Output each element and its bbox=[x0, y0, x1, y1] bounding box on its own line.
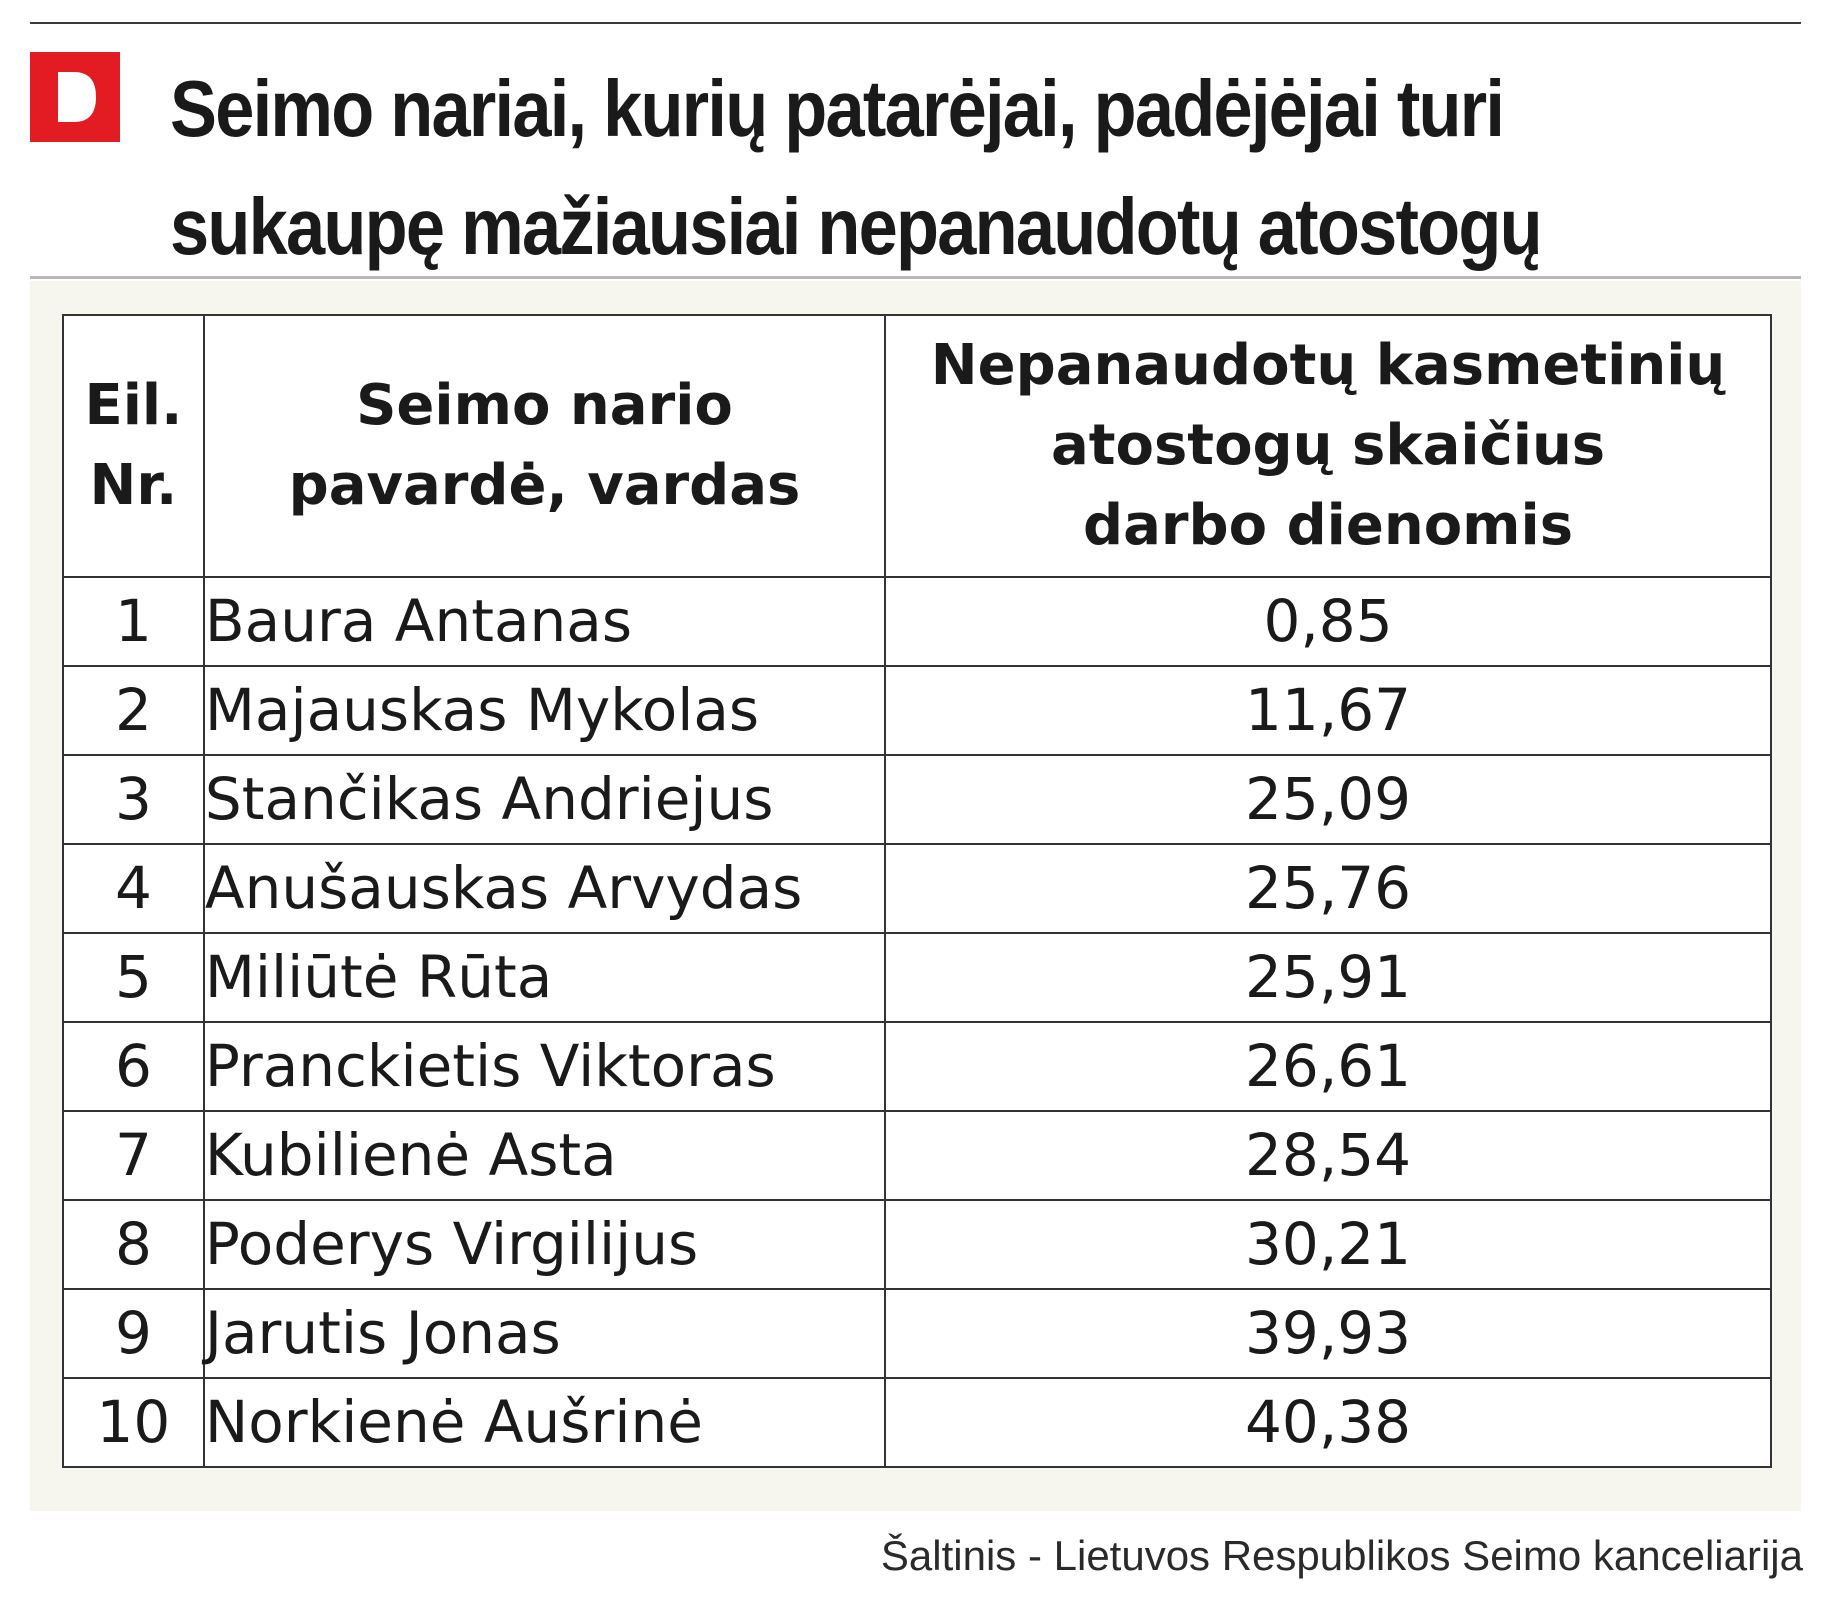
row-number: 1 bbox=[62, 576, 205, 667]
row-number: 8 bbox=[62, 1199, 205, 1290]
table-header-row: Eil. Nr. Seimo nario pavardė, vardas Nep… bbox=[62, 314, 1772, 578]
member-name: Baura Antanas bbox=[202, 576, 887, 667]
leave-days-value: 25,76 bbox=[884, 843, 1772, 934]
row-number: 7 bbox=[62, 1110, 205, 1201]
row-number: 6 bbox=[62, 1021, 205, 1112]
table-row: 2 Majauskas Mykolas 11,67 bbox=[62, 665, 1772, 756]
column-header-value: Nepanaudotų kasmetinių atostogų skaičius… bbox=[884, 314, 1772, 578]
member-name: Jarutis Jonas bbox=[202, 1288, 887, 1379]
row-number: 4 bbox=[62, 843, 205, 934]
row-number: 2 bbox=[62, 665, 205, 756]
member-name: Pranckietis Viktoras bbox=[202, 1021, 887, 1112]
table-row: 1 Baura Antanas 0,85 bbox=[62, 576, 1772, 667]
member-name: Stančikas Andriejus bbox=[202, 754, 887, 845]
leave-days-value: 28,54 bbox=[884, 1110, 1772, 1201]
brand-logo-icon bbox=[30, 52, 120, 142]
table-row: 10 Norkienė Aušrinė 40,38 bbox=[62, 1377, 1772, 1468]
leave-days-value: 30,21 bbox=[884, 1199, 1772, 1290]
leave-days-value: 26,61 bbox=[884, 1021, 1772, 1112]
title-line-2: sukaupę mažiausiai nepanaudotų atostogų bbox=[170, 182, 1543, 271]
row-number: 10 bbox=[62, 1377, 205, 1468]
table-row: 9 Jarutis Jonas 39,93 bbox=[62, 1288, 1772, 1379]
top-divider bbox=[30, 22, 1801, 24]
member-name: Majauskas Mykolas bbox=[202, 665, 887, 756]
leave-days-value: 25,09 bbox=[884, 754, 1772, 845]
table-row: 5 Miliūtė Rūta 25,91 bbox=[62, 932, 1772, 1023]
column-header-nr: Eil. Nr. bbox=[62, 314, 205, 578]
leave-days-value: 40,38 bbox=[884, 1377, 1772, 1468]
member-name: Kubilienė Asta bbox=[202, 1110, 887, 1201]
leave-days-value: 0,85 bbox=[884, 576, 1772, 667]
table-row: 3 Stančikas Andriejus 25,09 bbox=[62, 754, 1772, 845]
table-row: 6 Pranckietis Viktoras 26,61 bbox=[62, 1021, 1772, 1112]
table-row: 8 Poderys Virgilijus 30,21 bbox=[62, 1199, 1772, 1290]
member-name: Miliūtė Rūta bbox=[202, 932, 887, 1023]
member-name: Norkienė Aušrinė bbox=[202, 1377, 887, 1468]
leave-days-value: 11,67 bbox=[884, 665, 1772, 756]
leave-days-value: 39,93 bbox=[884, 1288, 1772, 1379]
member-name: Anušauskas Arvydas bbox=[202, 843, 887, 934]
title-line-1: Seimo nariai, kurių patarėjai, padėjėjai… bbox=[170, 64, 1505, 153]
member-name: Poderys Virgilijus bbox=[202, 1199, 887, 1290]
page-title: Seimo nariai, kurių patarėjai, padėjėjai… bbox=[170, 50, 1596, 286]
row-number: 3 bbox=[62, 754, 205, 845]
column-header-name: Seimo nario pavardė, vardas bbox=[202, 314, 887, 578]
row-number: 9 bbox=[62, 1288, 205, 1379]
data-table: Eil. Nr. Seimo nario pavardė, vardas Nep… bbox=[62, 314, 1772, 1468]
row-number: 5 bbox=[62, 932, 205, 1023]
table-row: 4 Anušauskas Arvydas 25,76 bbox=[62, 843, 1772, 934]
title-divider bbox=[30, 276, 1801, 279]
leave-days-value: 25,91 bbox=[884, 932, 1772, 1023]
source-note: Šaltinis - Lietuvos Respublikos Seimo ka… bbox=[880, 1532, 1803, 1579]
table-row: 7 Kubilienė Asta 28,54 bbox=[62, 1110, 1772, 1201]
